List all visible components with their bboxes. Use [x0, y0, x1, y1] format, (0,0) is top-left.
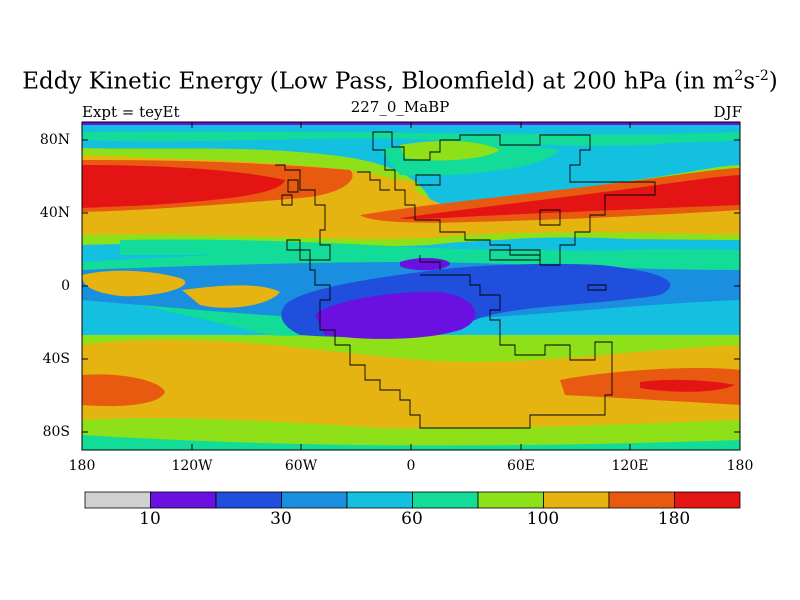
- colorbar-label: 100: [526, 509, 560, 529]
- colorbar-swatch: [674, 491, 741, 509]
- x-tick-label: 180: [68, 458, 96, 474]
- colorbar-label: 10: [139, 509, 161, 529]
- y-tick-label: 0: [61, 278, 70, 294]
- map-title: Eddy Kinetic Energy (Low Pass, Bloomfiel…: [22, 68, 778, 95]
- colorbar: [84, 491, 741, 509]
- axis-ticks: [82, 122, 740, 450]
- experiment-label: Expt = teyEt: [82, 103, 180, 121]
- season-label: DJF: [713, 103, 742, 121]
- x-tick-label: 180: [726, 458, 754, 474]
- colorbar-swatch: [412, 491, 479, 509]
- y-tick-label: 40S: [42, 351, 70, 367]
- y-tick-label: 80N: [39, 132, 70, 148]
- colorbar-swatch: [608, 491, 675, 509]
- colorbar-swatch: [215, 491, 282, 509]
- x-tick-label: 120W: [171, 458, 213, 474]
- colorbar-swatch: [346, 491, 413, 509]
- y-tick-label: 80S: [42, 424, 70, 440]
- colorbar-swatch: [543, 491, 610, 509]
- x-tick-label: 60W: [284, 458, 318, 474]
- colorbar-swatch: [477, 491, 544, 509]
- period-label: 227_0_MaBP: [350, 98, 450, 116]
- colorbar-label: 180: [657, 509, 691, 529]
- y-tick-label: 40N: [39, 205, 70, 221]
- colorbar-swatch: [281, 491, 348, 509]
- colorbar-label: 60: [401, 509, 423, 529]
- continent-outlines: [275, 131, 656, 429]
- x-tick-label: 0: [406, 458, 416, 474]
- x-tick-label: 60E: [506, 458, 536, 474]
- x-tick-label: 120E: [611, 458, 649, 474]
- colorbar-swatch: [150, 491, 217, 509]
- colorbar-label: 30: [270, 509, 292, 529]
- colorbar-swatch: [84, 491, 151, 509]
- field-contours: [82, 122, 740, 450]
